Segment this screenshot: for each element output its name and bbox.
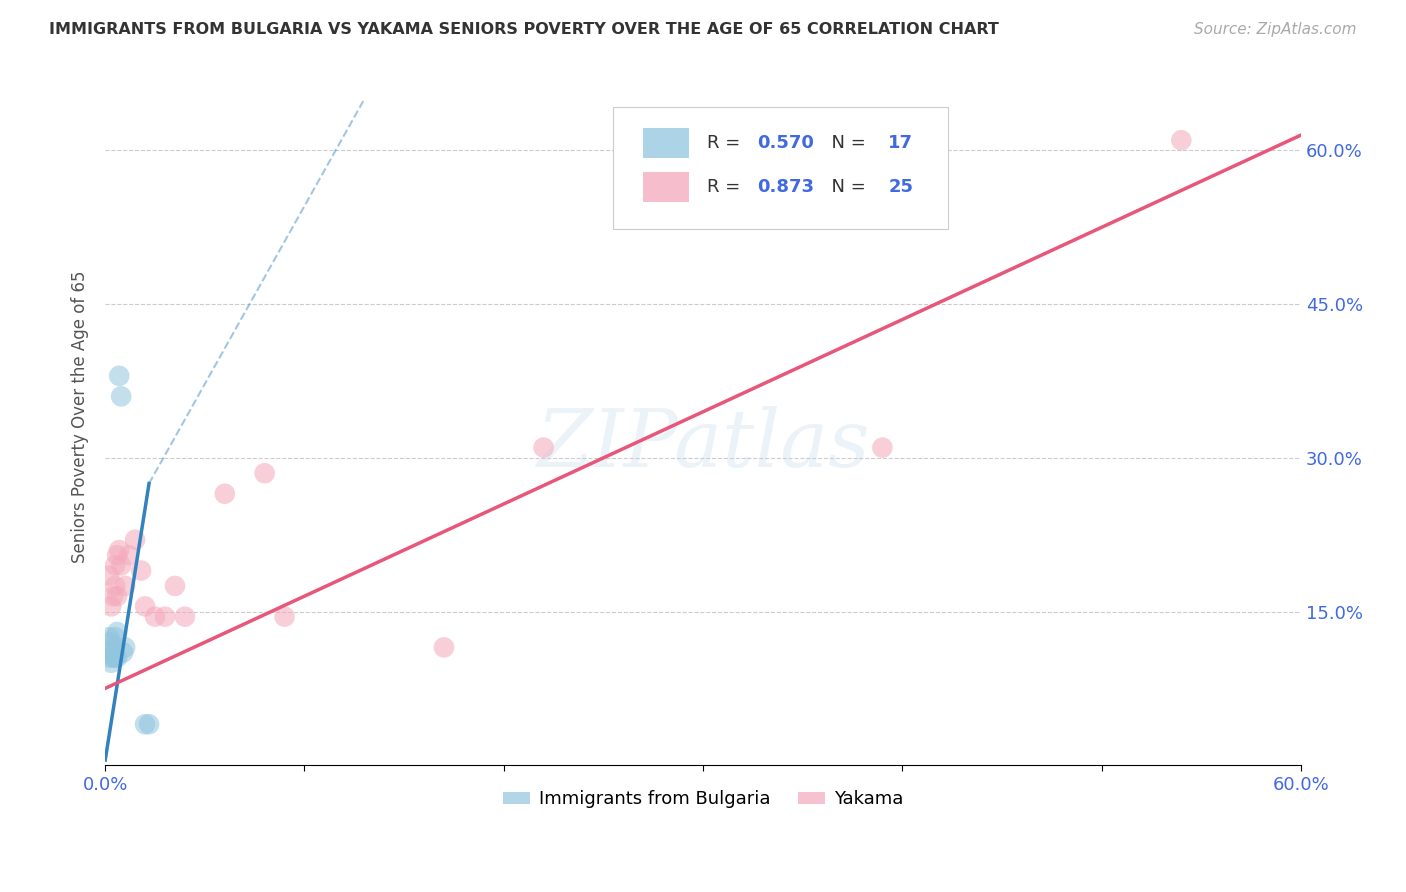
Point (104, 630, 127, 644)
Point (114, 579, 136, 593)
Point (98, 650, 121, 665)
Point (273, 609, 295, 624)
Point (100, 635, 122, 649)
Point (134, 717, 156, 731)
Point (110, 558, 132, 573)
Text: N =: N = (820, 178, 872, 196)
FancyBboxPatch shape (644, 172, 689, 202)
Text: 25: 25 (889, 178, 914, 196)
Point (129, 564, 152, 578)
Point (96, 646, 118, 660)
Point (103, 589, 125, 603)
Text: R =: R = (707, 134, 745, 152)
Point (143, 609, 166, 624)
Point (105, 625, 128, 640)
Text: ZIPatlas: ZIPatlas (536, 406, 870, 483)
Text: N =: N = (820, 134, 872, 152)
Text: 0.873: 0.873 (756, 178, 814, 196)
Point (124, 533, 146, 547)
Text: 17: 17 (889, 134, 914, 152)
Point (110, 389, 132, 403)
Point (104, 558, 127, 573)
Point (118, 548, 141, 562)
Text: Source: ZipAtlas.com: Source: ZipAtlas.com (1194, 22, 1357, 37)
Point (100, 599, 122, 614)
Point (98, 630, 121, 644)
Point (105, 548, 128, 562)
FancyBboxPatch shape (613, 107, 948, 228)
Text: R =: R = (707, 178, 745, 196)
Point (104, 579, 127, 593)
Point (98, 568, 121, 582)
Text: 0.570: 0.570 (756, 134, 814, 152)
Point (103, 650, 125, 665)
Point (138, 717, 160, 731)
Legend: Immigrants from Bulgaria, Yakama: Immigrants from Bulgaria, Yakama (496, 783, 910, 815)
Point (100, 656, 122, 670)
Point (103, 640, 125, 655)
Point (872, 441, 894, 455)
Point (253, 467, 276, 481)
Y-axis label: Seniors Poverty Over the Age of 65: Seniors Poverty Over the Age of 65 (72, 270, 89, 563)
Point (433, 640, 456, 655)
Point (104, 650, 127, 665)
Point (108, 543, 131, 558)
Point (1170, 133, 1192, 147)
Point (214, 486, 236, 500)
Point (108, 368, 131, 383)
Point (153, 609, 176, 624)
Point (105, 589, 128, 603)
Point (112, 646, 135, 660)
Point (174, 609, 197, 624)
FancyBboxPatch shape (644, 128, 689, 158)
Text: IMMIGRANTS FROM BULGARIA VS YAKAMA SENIORS POVERTY OVER THE AGE OF 65 CORRELATIO: IMMIGRANTS FROM BULGARIA VS YAKAMA SENIO… (49, 22, 1000, 37)
Point (533, 441, 555, 455)
Point (163, 579, 186, 593)
Point (114, 640, 136, 655)
Point (105, 650, 128, 665)
Point (134, 599, 156, 614)
